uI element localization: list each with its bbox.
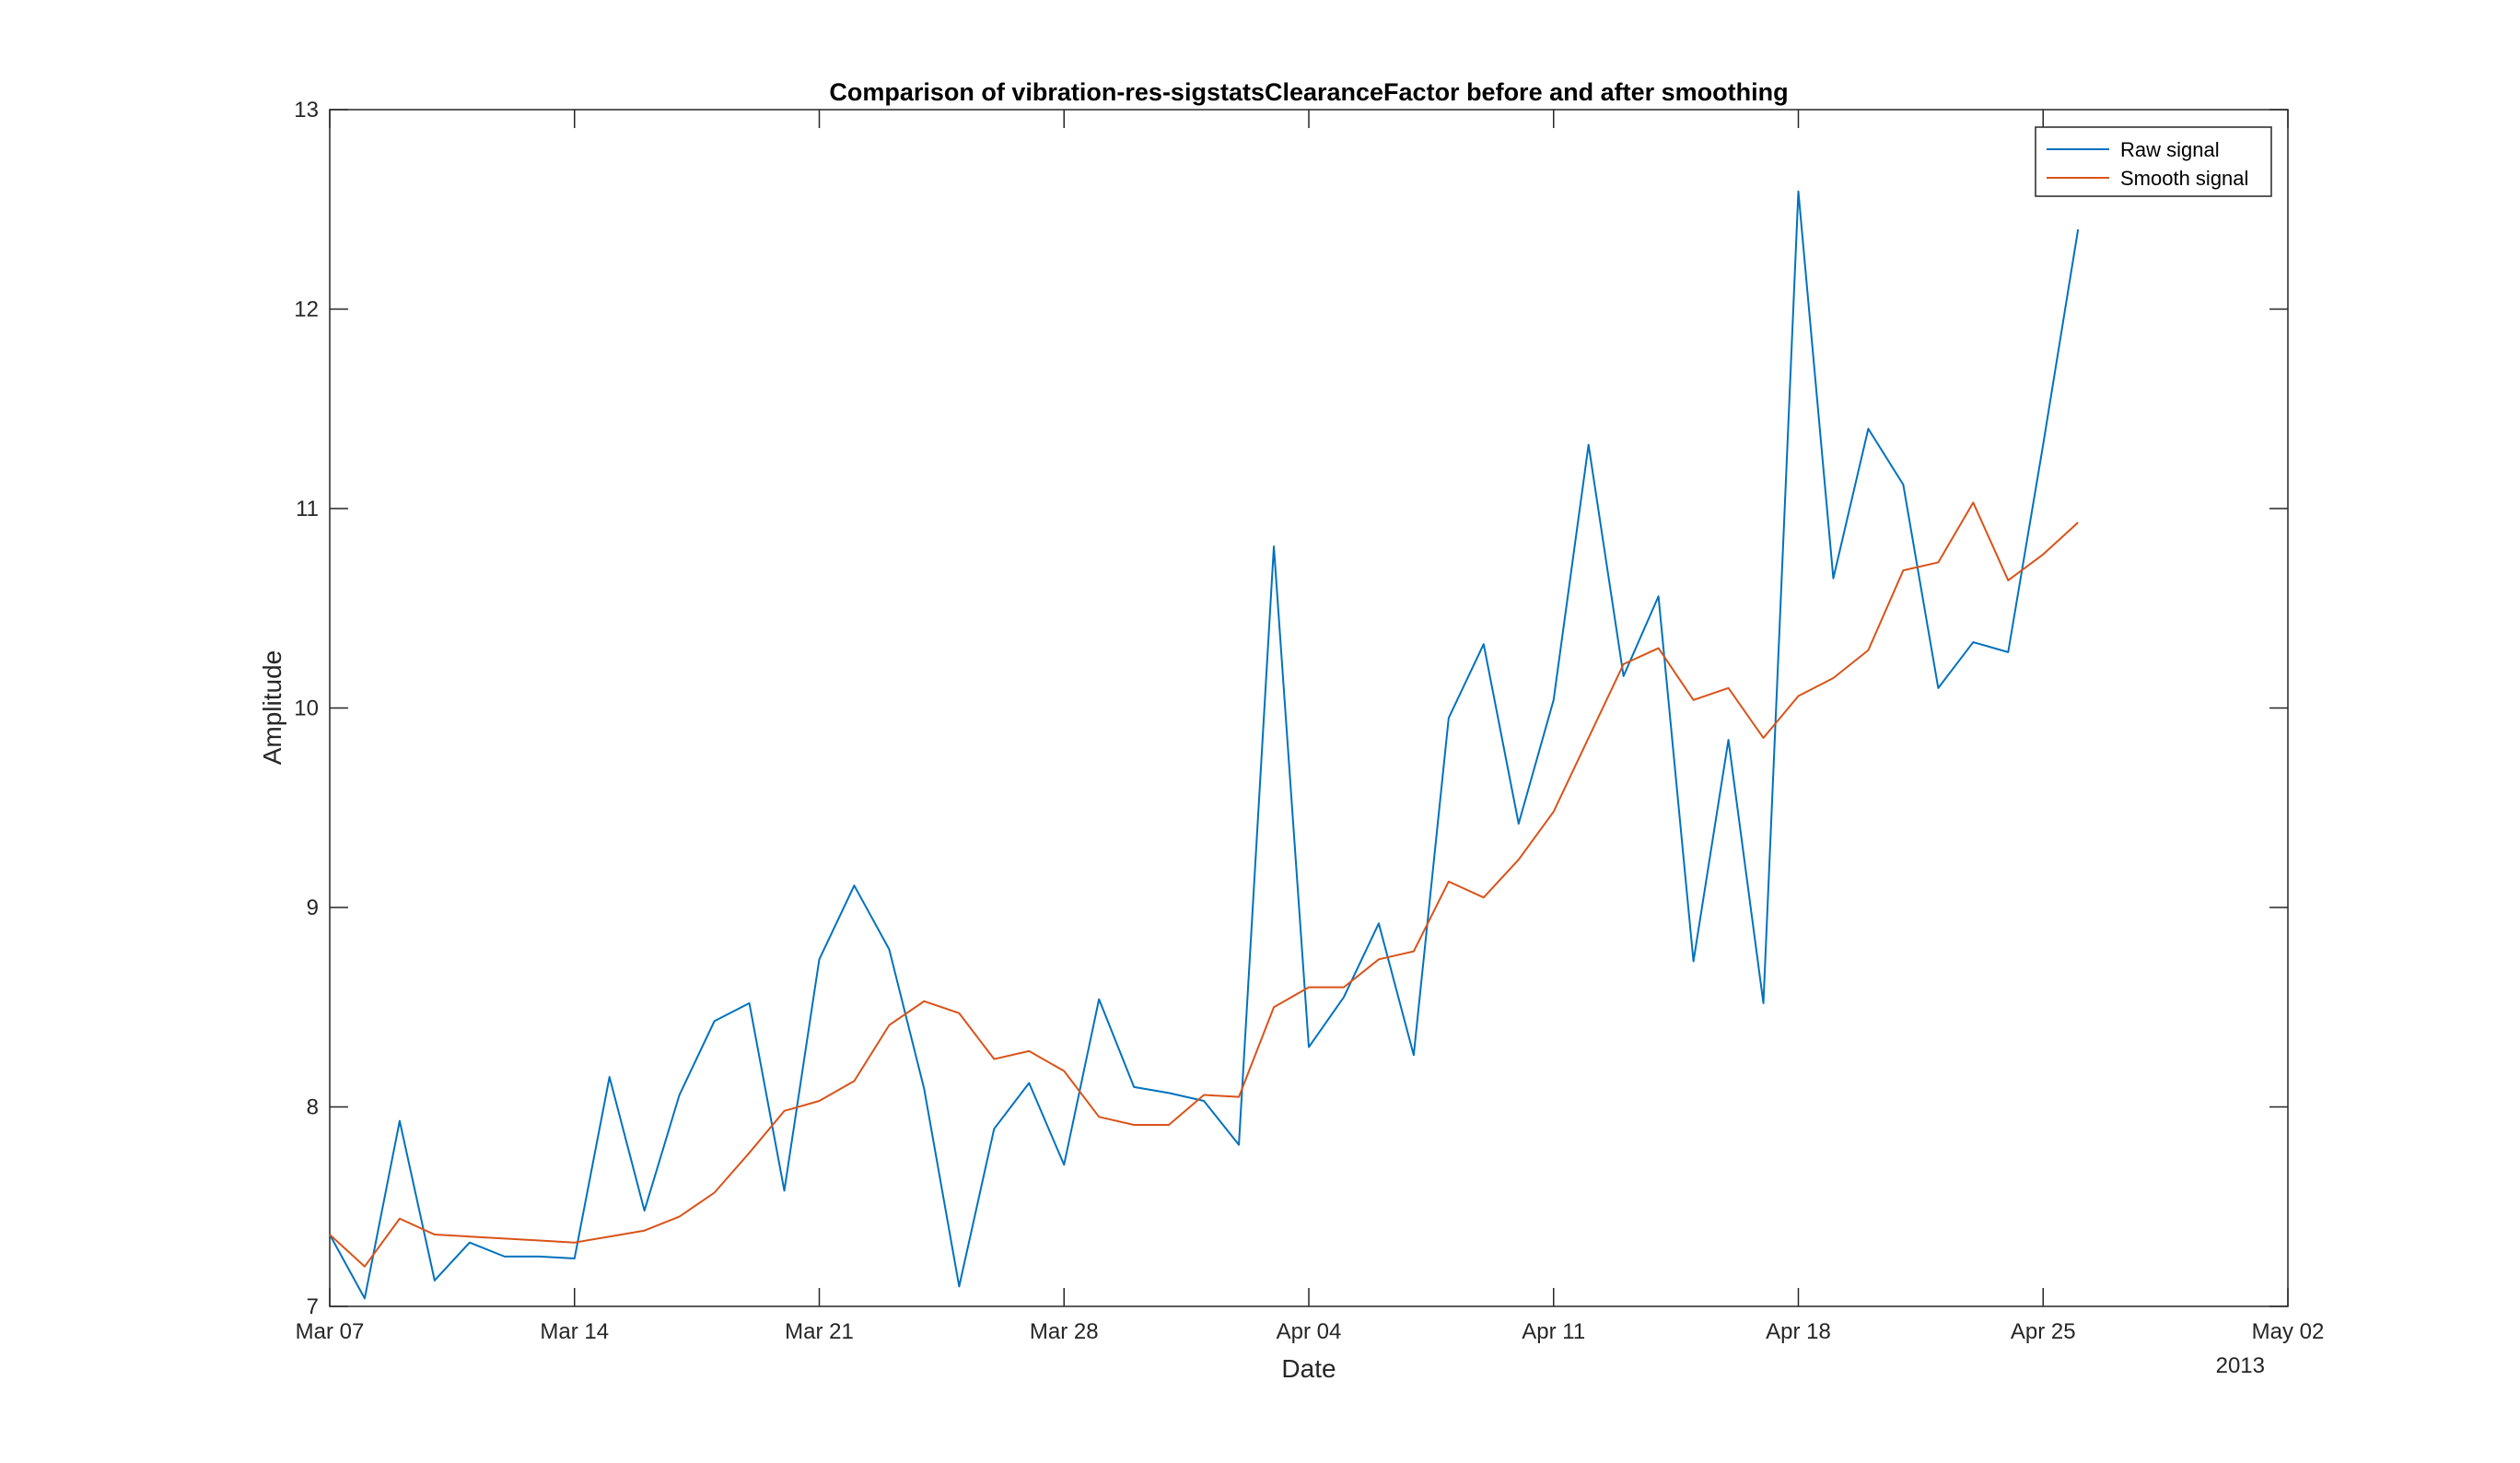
series-line-smooth-signal — [329, 501, 2079, 1268]
series-line-raw-signal — [329, 190, 2080, 1300]
series-layer — [329, 190, 2080, 1300]
y-axis-ticks: 7 8 9 10 11 12 13 — [294, 98, 2288, 1319]
x-tick-label: Apr 04 — [1277, 1319, 1342, 1344]
x-tick-label: Apr 18 — [1766, 1319, 1831, 1344]
y-tick-label: 10 — [294, 696, 319, 721]
legend-label-raw-signal: Raw signal — [2120, 138, 2220, 161]
legend: Raw signal Smooth signal — [2035, 126, 2272, 197]
y-tick-label: 7 — [307, 1294, 319, 1319]
chart-title: Comparison of vibration-res-sigstatsClea… — [829, 78, 1788, 106]
y-tick-label: 12 — [294, 298, 319, 322]
x-tick-label: Mar 28 — [1030, 1319, 1099, 1344]
x-axis-year-label: 2013 — [2216, 1353, 2265, 1378]
x-axis-label: Date — [1281, 1354, 1336, 1383]
x-tick-label: Apr 25 — [2011, 1319, 2076, 1344]
plot-area — [329, 109, 2289, 1307]
x-tick-label: May 02 — [2252, 1319, 2325, 1344]
y-axis-label: Amplitude — [258, 650, 286, 766]
x-tick-label: Mar 14 — [540, 1319, 609, 1344]
x-tick-label: Mar 21 — [785, 1319, 854, 1344]
x-axis-ticks: Mar 07 Mar 14 Mar 21 Mar 28 Apr 04 Apr 11 Apr … — [296, 110, 2325, 1344]
y-tick-label: 8 — [307, 1095, 319, 1120]
legend-label-smooth-signal: Smooth signal — [2120, 167, 2248, 190]
y-tick-label: 9 — [307, 895, 319, 920]
x-tick-label: Mar 07 — [296, 1319, 365, 1344]
x-tick-label: Apr 11 — [1522, 1319, 1585, 1344]
legend-box — [2035, 126, 2272, 197]
y-tick-label: 11 — [296, 497, 319, 521]
y-tick-label: 13 — [294, 98, 319, 123]
